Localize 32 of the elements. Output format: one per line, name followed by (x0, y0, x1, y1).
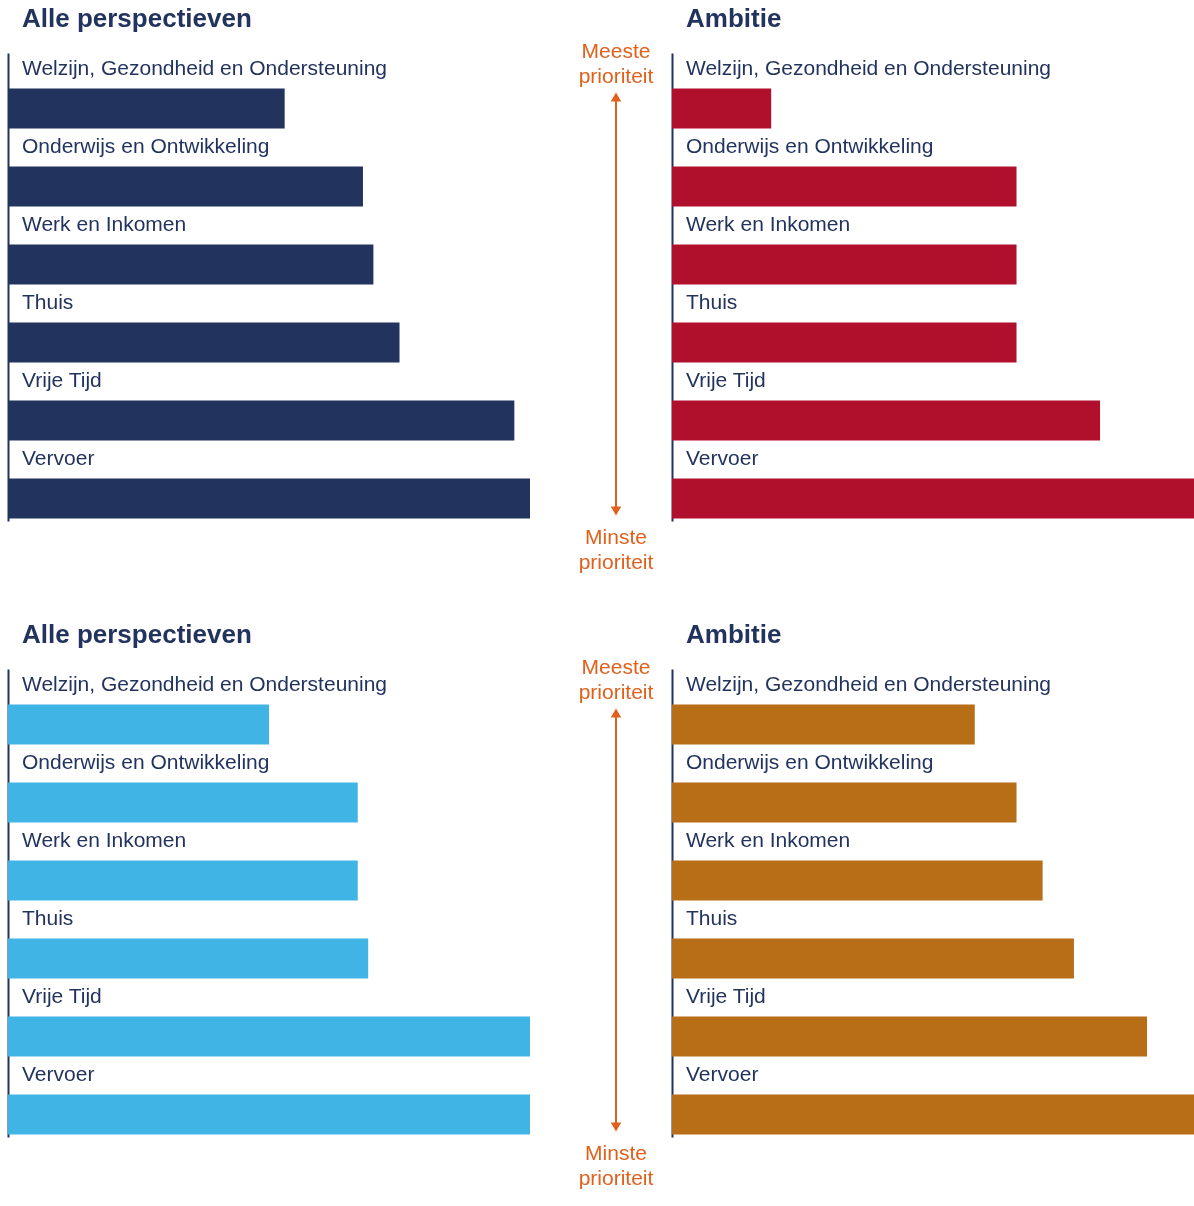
y-tick-label: Vervoer (686, 1061, 759, 1085)
y-tick-label: Thuis (686, 289, 738, 313)
y-tick-label: Welzijn, Gezondheid en Ondersteuning (686, 671, 1052, 695)
y-tick-label: Onderwijs en Ontwikkeling (686, 133, 934, 157)
y-tick-label: Werk en Inkomen (686, 827, 851, 851)
y-tick-label: Thuis (686, 905, 738, 929)
chart-title: Ambitie (686, 619, 782, 649)
y-tick-label: Onderwijs en Ontwikkeling (22, 749, 270, 773)
text: Minste prioriteit (578, 525, 654, 573)
y-tick-label: Vrije Tijd (22, 983, 102, 1007)
y-tick-label: Onderwijs en Ontwikkeling (22, 133, 270, 157)
y-tick-label: Vrije Tijd (686, 367, 766, 391)
y-tick-label: Welzijn, Gezondheid en Ondersteuning (22, 55, 388, 79)
y-tick-label: Vervoer (686, 445, 759, 469)
text: Meeste prioriteit (578, 39, 654, 87)
text: Meeste prioriteit (578, 655, 654, 703)
chart-title: Alle perspectieven (22, 3, 252, 33)
y-tick-label: Welzijn, Gezondheid en Ondersteuning (22, 671, 388, 695)
y-tick-label: Werk en Inkomen (22, 211, 187, 235)
y-tick-label: Vrije Tijd (22, 367, 102, 391)
y-tick-label: Vervoer (22, 1061, 95, 1085)
y-tick-label: Vrije Tijd (686, 983, 766, 1007)
y-tick-label: Welzijn, Gezondheid en Ondersteuning (686, 55, 1052, 79)
y-tick-label: Werk en Inkomen (686, 211, 851, 235)
y-tick-label: Onderwijs en Ontwikkeling (686, 749, 934, 773)
y-tick-label: Thuis (22, 289, 74, 313)
chart-title: Ambitie (686, 3, 782, 33)
y-tick-label: Werk en Inkomen (22, 827, 187, 851)
y-tick-label: Vervoer (22, 445, 95, 469)
chart-title: Alle perspectieven (22, 619, 252, 649)
y-tick-label: Thuis (22, 905, 74, 929)
text: Minste prioriteit (578, 1141, 654, 1189)
